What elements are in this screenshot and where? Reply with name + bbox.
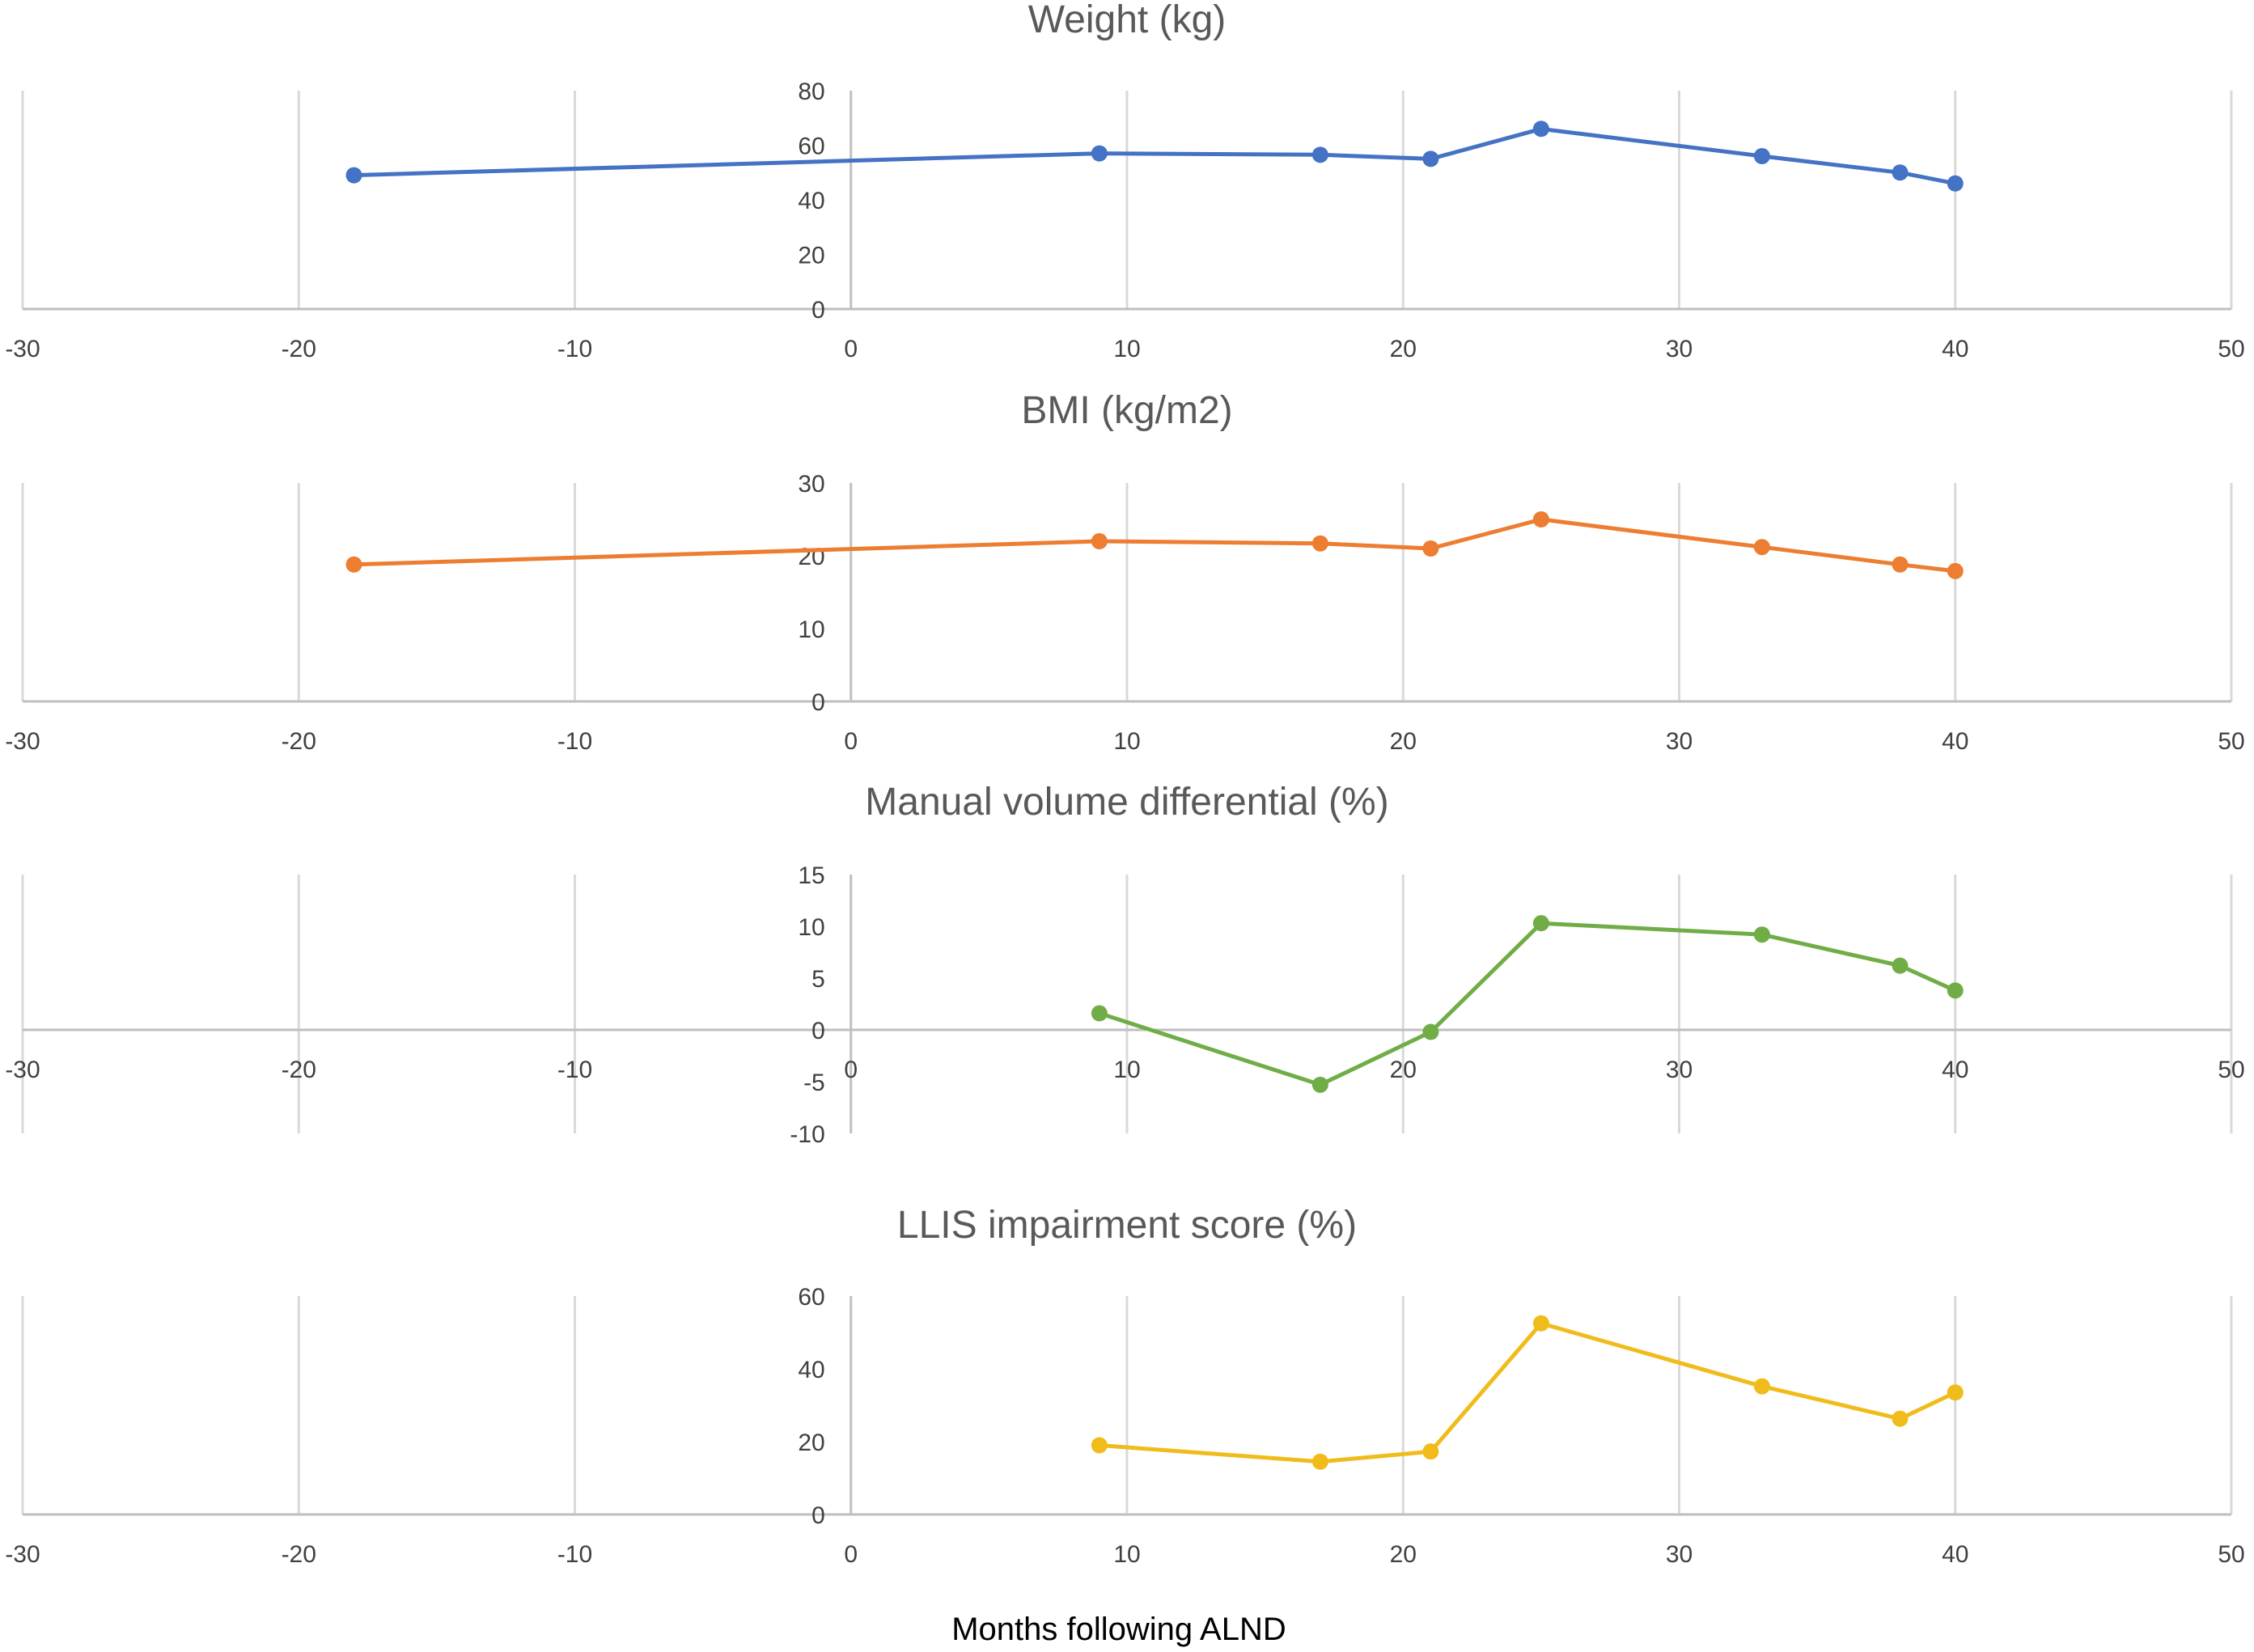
weight-y-tick-label: 20: [798, 243, 824, 269]
volume-differential-data-point: [1947, 982, 1964, 999]
bmi-y-tick-label: 30: [798, 471, 824, 498]
panel-volume-differential: Manual volume differential (%) -10 -5 0 5 10 1…: [5, 781, 2244, 1148]
bmi-x-tick-label: 50: [2218, 728, 2244, 755]
x-axis-title: Months following ALND: [951, 1612, 1286, 1647]
bmi-x-tick-label: 30: [1666, 728, 1693, 755]
llis-score-data-point: [1311, 1453, 1328, 1470]
bmi-data-point: [1532, 511, 1549, 527]
bmi-x-tick-label: 40: [1942, 728, 1968, 755]
volume-differential-y-tick-label: -10: [790, 1121, 824, 1148]
llis-score-x-tick-label: -10: [557, 1541, 592, 1568]
volume-differential-x-tick-label: 30: [1666, 1057, 1693, 1083]
llis-score-y-tick-label: 20: [798, 1430, 824, 1456]
bmi-x-tick-label: 0: [844, 728, 858, 755]
volume-differential-x-tick-label: -30: [5, 1057, 40, 1083]
weight-data-point: [1091, 145, 1108, 162]
llis-score-x-tick-label: 10: [1113, 1541, 1140, 1568]
bmi-data-point: [345, 556, 362, 573]
weight-data-point: [1753, 148, 1770, 164]
volume-differential-data-point: [1892, 957, 1909, 974]
bmi-data-point: [1947, 562, 1964, 579]
weight-x-tick-label: 30: [1666, 336, 1693, 362]
bmi-x-tick-label: -20: [282, 728, 316, 755]
volume-differential-x-tick-label: -10: [557, 1057, 592, 1083]
llis-score-y-tick-label: 40: [798, 1357, 824, 1383]
llis-score-x-tick-label: 20: [1390, 1541, 1417, 1568]
weight-x-tick-label: -30: [5, 336, 40, 362]
bmi-x-tick-label: -30: [5, 728, 40, 755]
weight-data-point: [1947, 175, 1964, 192]
bmi-data-point: [1091, 533, 1108, 549]
weight-x-tick-label: 50: [2218, 336, 2244, 362]
volume-differential-y-tick-label: 15: [798, 862, 824, 889]
llis-score-x-tick-label: 30: [1666, 1541, 1693, 1568]
volume-differential-y-tick-label: -5: [803, 1070, 825, 1096]
volume-differential-x-tick-label: -20: [282, 1057, 316, 1083]
llis-score-data-point: [1532, 1315, 1549, 1332]
volume-differential-y-tick-label: 0: [811, 1018, 825, 1044]
volume-differential-data-point: [1311, 1076, 1328, 1093]
weight-data-point: [1311, 146, 1328, 163]
bmi-y-tick-label: 20: [798, 544, 824, 570]
panel-weight: Weight (kg) 0 20 40 60 80 -30 -20 -10 0 10 20 30 40 50: [5, 0, 2244, 362]
llis-score-x-tick-label: 40: [1942, 1541, 1968, 1568]
bmi-data-point: [1422, 540, 1439, 557]
weight-x-tick-label: 40: [1942, 336, 1968, 362]
volume-differential-title: Manual volume differential (%): [865, 781, 1388, 824]
panel-bmi: BMI (kg/m2) 0 10 20 30 -30 -20 -10 0 10 20 30 40 50: [5, 389, 2244, 755]
weight-y-tick-label: 60: [798, 133, 824, 160]
weight-x-tick-label: -10: [557, 336, 592, 362]
weight-title: Weight (kg): [1028, 0, 1227, 41]
bmi-x-tick-label: -10: [557, 728, 592, 755]
volume-differential-x-tick-label: 40: [1942, 1057, 1968, 1083]
weight-y-tick-label: 40: [798, 188, 824, 214]
weight-data-point: [1422, 150, 1439, 167]
llis-score-title: LLIS impairment score (%): [897, 1204, 1357, 1247]
llis-score-x-tick-label: -30: [5, 1541, 40, 1568]
llis-score-data-point: [1422, 1443, 1439, 1460]
weight-data-point: [345, 167, 362, 184]
llis-score-series-line: [1097, 1321, 1958, 1464]
volume-differential-x-tick-label: 10: [1113, 1057, 1140, 1083]
weight-series-line: [352, 126, 1958, 186]
bmi-y-tick-label: 10: [798, 616, 824, 643]
llis-score-data-point: [1753, 1378, 1770, 1395]
weight-data-point: [1532, 121, 1549, 138]
volume-differential-data-point: [1091, 1005, 1108, 1022]
weight-x-tick-label: 0: [844, 336, 858, 362]
llis-score-data-point: [1947, 1384, 1964, 1401]
llis-score-data-point: [1892, 1410, 1909, 1427]
bmi-data-point: [1753, 539, 1770, 556]
volume-differential-x-tick-label: 50: [2218, 1057, 2244, 1083]
bmi-series-line: [352, 517, 1958, 574]
panel-llis-score: LLIS impairment score (%) 0 20 40 60 -30 -20 -1…: [5, 1204, 2244, 1568]
bmi-x-tick-label: 10: [1113, 728, 1140, 755]
weight-data-point: [1892, 164, 1909, 181]
llis-score-y-tick-label: 0: [811, 1502, 825, 1529]
volume-differential-series-line: [1097, 921, 1958, 1087]
bmi-y-tick-label: 0: [811, 689, 825, 716]
volume-differential-data-point: [1532, 915, 1549, 932]
bmi-data-point: [1311, 535, 1328, 552]
weight-x-tick-label: -20: [282, 336, 316, 362]
volume-differential-y-tick-label: 5: [811, 966, 825, 993]
weight-x-tick-label: 20: [1390, 336, 1417, 362]
weight-x-tick-label: 10: [1113, 336, 1140, 362]
weight-y-tick-label: 80: [798, 78, 824, 105]
volume-differential-y-tick-label: 10: [798, 914, 824, 941]
volume-differential-data-point: [1753, 926, 1770, 943]
llis-score-x-tick-label: 50: [2218, 1541, 2244, 1568]
llis-score-x-tick-label: -20: [282, 1541, 316, 1568]
bmi-data-point: [1892, 556, 1909, 573]
llis-score-x-tick-label: 0: [844, 1541, 858, 1568]
bmi-x-tick-label: 20: [1390, 728, 1417, 755]
bmi-title: BMI (kg/m2): [1021, 389, 1232, 432]
llis-score-y-tick-label: 60: [798, 1284, 824, 1311]
weight-y-tick-label: 0: [811, 297, 825, 324]
volume-differential-x-tick-label: 0: [844, 1057, 858, 1083]
llis-score-data-point: [1091, 1437, 1108, 1454]
volume-differential-x-tick-label: 20: [1390, 1057, 1417, 1083]
volume-differential-data-point: [1422, 1023, 1439, 1040]
